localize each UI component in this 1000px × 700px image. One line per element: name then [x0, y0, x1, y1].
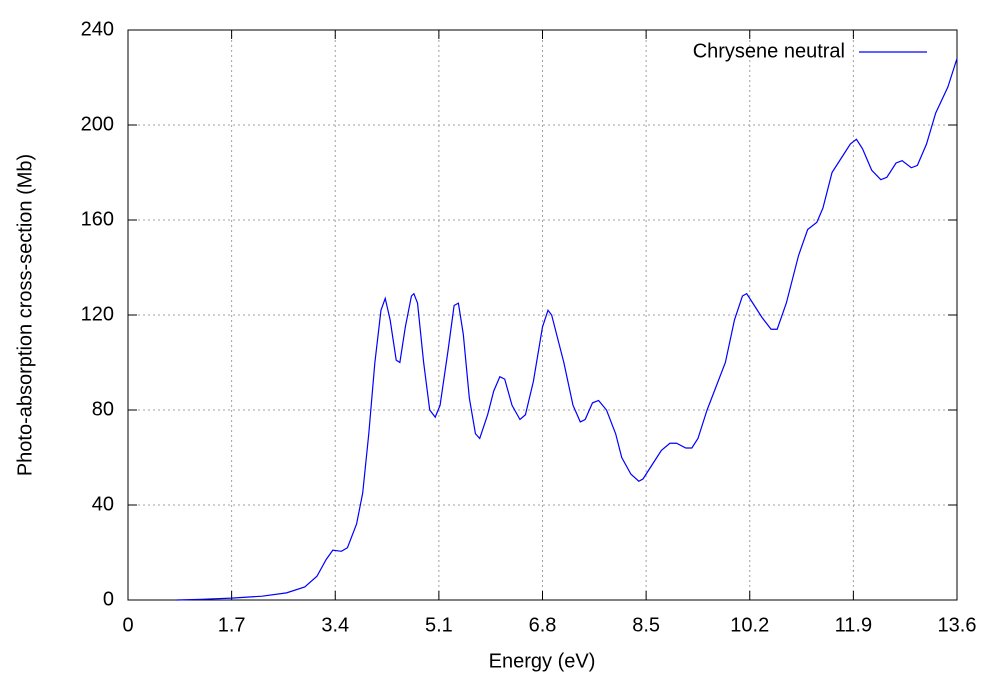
y-tick-label: 240: [81, 18, 114, 40]
y-tick-label: 160: [81, 208, 114, 230]
y-tick-label: 0: [103, 588, 114, 610]
x-tick-label: 10.2: [730, 614, 769, 636]
x-tick-label: 3.4: [321, 614, 349, 636]
x-tick-label: 1.7: [218, 614, 246, 636]
x-tick-label: 13.6: [938, 614, 977, 636]
x-tick-label: 5.1: [425, 614, 453, 636]
x-tick-label: 0: [122, 614, 133, 636]
x-tick-label: 6.8: [529, 614, 557, 636]
legend-label: Chrysene neutral: [693, 40, 845, 62]
y-tick-label: 120: [81, 303, 114, 325]
x-tick-label: 8.5: [632, 614, 660, 636]
x-axis-label: Energy (eV): [489, 650, 596, 672]
y-axis-label: Photo-absorption cross-section (Mb): [14, 154, 36, 476]
y-tick-label: 200: [81, 113, 114, 135]
y-tick-label: 40: [92, 493, 114, 515]
y-tick-label: 80: [92, 398, 114, 420]
data-line: [176, 58, 958, 601]
x-tick-label: 11.9: [835, 614, 872, 636]
